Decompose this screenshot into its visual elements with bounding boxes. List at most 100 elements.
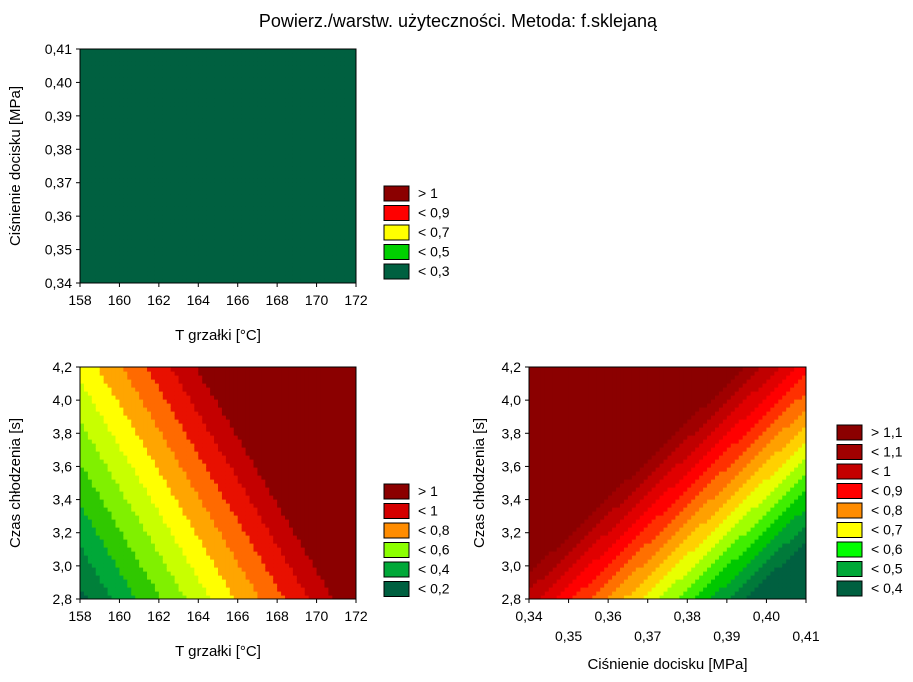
contour-cell [170, 258, 176, 264]
contour-cell [194, 186, 199, 191]
contour-cell [103, 194, 109, 199]
contour-cell [237, 105, 243, 111]
contour-cell [241, 113, 247, 119]
contour-cell [340, 149, 345, 155]
contour-cell [336, 153, 341, 159]
contour-cell [107, 471, 113, 476]
contour-cell [202, 101, 207, 107]
contour-cell [127, 206, 132, 211]
contour-cell [194, 190, 199, 195]
contour-cell [221, 178, 227, 183]
contour-cell [190, 198, 195, 203]
contour-cell [237, 89, 243, 94]
contour-cell [83, 415, 89, 420]
contour-cell [249, 226, 255, 232]
contour-cell [111, 101, 117, 107]
contour-cell [158, 230, 164, 236]
contour-cell [214, 121, 219, 127]
contour-cell [312, 105, 318, 111]
contour-cell [229, 190, 235, 195]
contour-cell [95, 467, 101, 472]
contour-cell [292, 153, 298, 159]
contour-cell [261, 170, 266, 175]
contour-cell [178, 97, 184, 103]
contour-cell [182, 226, 188, 232]
contour-cell [206, 109, 211, 115]
contour-cell [288, 166, 294, 171]
contour-cell [107, 415, 113, 420]
contour-cell [80, 57, 85, 62]
contour-cell [194, 250, 199, 256]
contour-cell [218, 218, 223, 224]
contour-cell [127, 503, 132, 508]
contour-cell [336, 49, 341, 54]
contour-cell [320, 145, 326, 151]
contour-cell [119, 93, 124, 99]
contour-cell [269, 49, 274, 54]
contour-cell [147, 61, 152, 66]
contour-cell [99, 133, 105, 139]
contour-cell [154, 85, 160, 90]
contour-cell [198, 97, 203, 103]
contour-cell [221, 161, 227, 167]
contour-cell [182, 214, 188, 220]
contour-cell [194, 69, 199, 74]
contour-cell [139, 73, 144, 78]
contour-cell [91, 161, 97, 167]
contour-cell [174, 230, 180, 236]
contour-cell [131, 503, 136, 508]
contour-cell [344, 246, 349, 252]
contour-cell [304, 198, 310, 203]
contour-cell [147, 57, 152, 62]
contour-cell [99, 258, 105, 264]
contour-cell [300, 101, 306, 107]
contour-cell [158, 89, 164, 94]
contour-cell [135, 471, 140, 476]
contour-cell [316, 117, 322, 123]
contour-cell [99, 270, 105, 276]
contour-cell [328, 57, 333, 62]
contour-cell [225, 93, 231, 99]
contour-cell [91, 443, 97, 448]
contour-cell [131, 407, 136, 412]
contour-cell [111, 186, 117, 191]
contour-cell [87, 190, 93, 195]
contour-cell [332, 81, 337, 86]
contour-cell [111, 109, 117, 115]
contour-cell [257, 218, 262, 224]
contour-cell [285, 262, 290, 268]
contour-cell [316, 218, 322, 224]
contour-cell [225, 226, 231, 232]
contour-cell [131, 391, 136, 396]
contour-cell [87, 483, 93, 488]
contour-cell [340, 234, 345, 240]
contour-cell [91, 471, 97, 476]
contour-cell [87, 57, 93, 62]
contour-cell [111, 153, 117, 159]
contour-cell [115, 93, 121, 99]
contour-cell [225, 85, 231, 90]
contour-cell [139, 49, 144, 54]
contour-cell [308, 246, 314, 252]
contour-cell [312, 218, 318, 224]
contour-cell [127, 137, 132, 143]
contour-cell [119, 591, 124, 596]
contour-cell [344, 121, 349, 127]
contour-cell [308, 97, 314, 103]
contour-cell [170, 129, 176, 135]
contour-cell [123, 206, 128, 211]
contour-cell [80, 371, 85, 376]
contour-cell [281, 254, 286, 260]
contour-cell [131, 230, 136, 236]
contour-cell [288, 210, 294, 216]
contour-cell [170, 166, 176, 171]
contour-cell [336, 218, 341, 224]
contour-cell [324, 262, 329, 268]
contour-cell [316, 77, 322, 82]
contour-cell [348, 53, 353, 58]
contour-cell [111, 419, 117, 424]
contour-cell [249, 161, 255, 167]
contour-cell [190, 149, 195, 155]
contour-cell [324, 49, 329, 54]
legend-swatch [383, 244, 410, 260]
